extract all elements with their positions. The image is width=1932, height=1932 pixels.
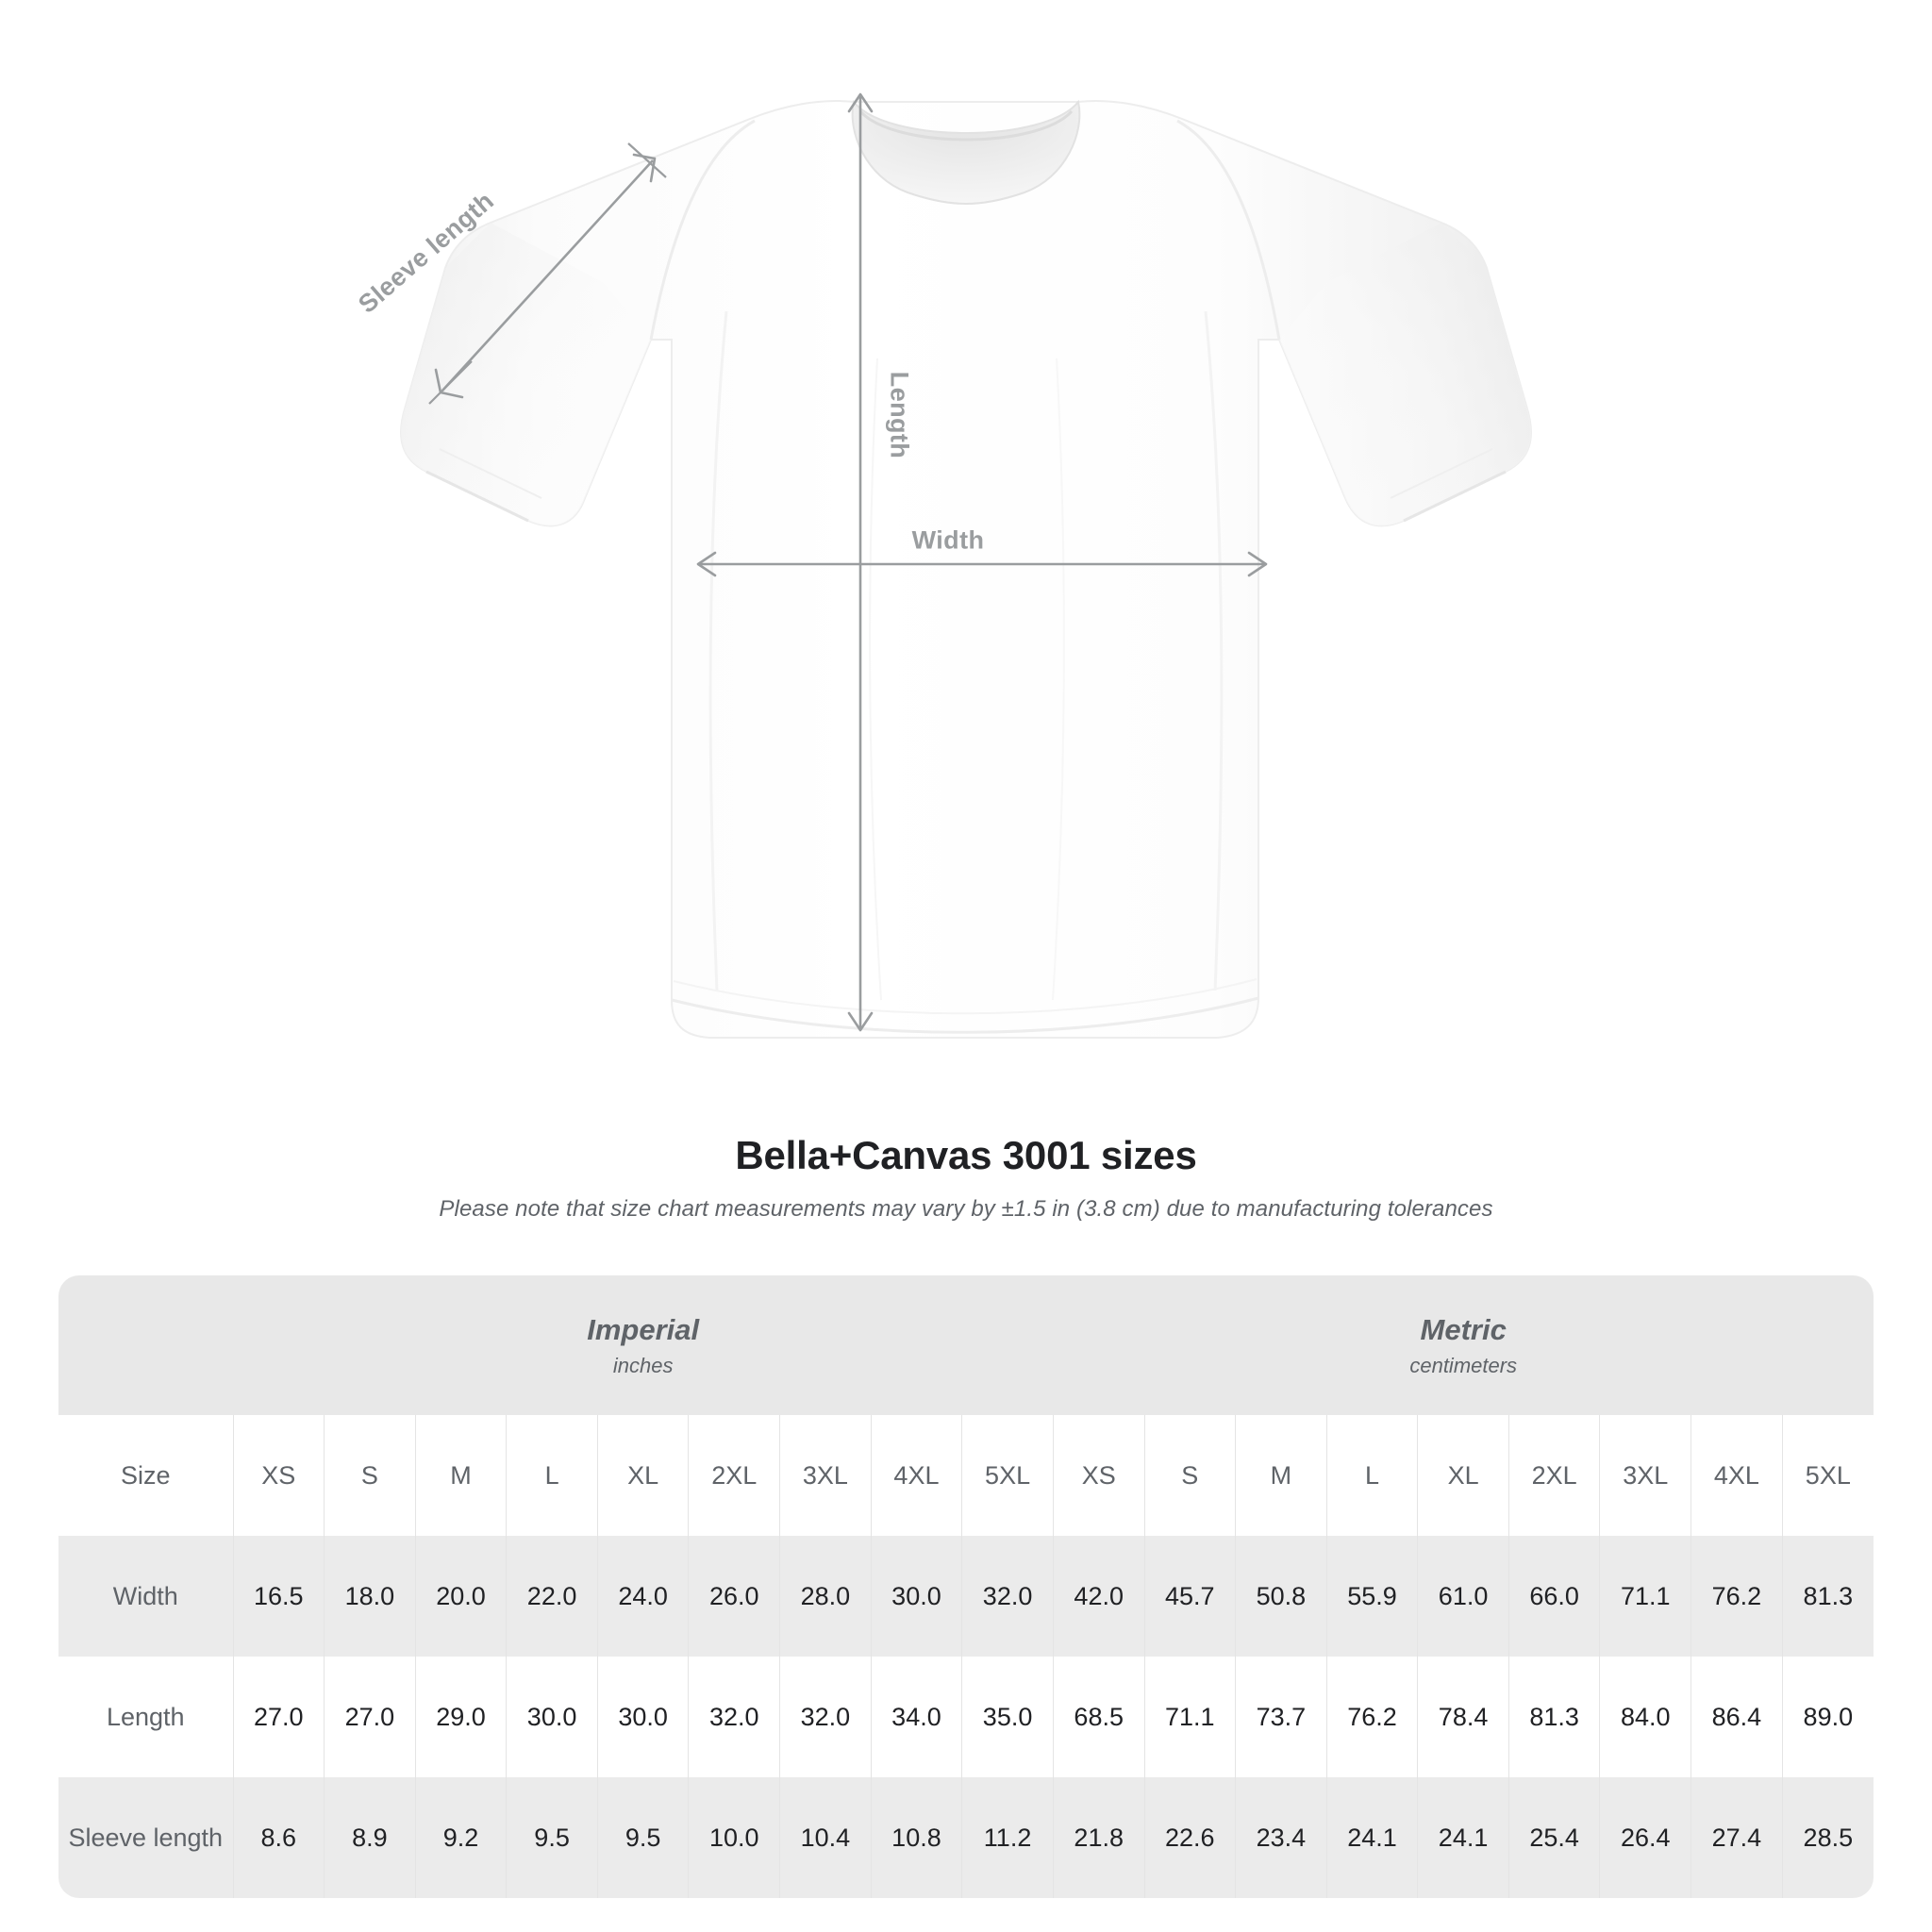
size-header-imperial-2XL: 2XL bbox=[688, 1415, 781, 1536]
size-header-row: Size XS S M L XL 2XL 3XL 4XL 5XL XS S M L XL 2XL 3XL 4XL 5… bbox=[58, 1415, 1874, 1536]
unit-header-imperial: Imperial inches bbox=[233, 1275, 1054, 1415]
tshirt-diagram: Sleeve length Length Width bbox=[353, 92, 1532, 1039]
cell-length-imperial-4XL: 34.0 bbox=[871, 1657, 963, 1777]
cell-width-metric-4XL: 76.2 bbox=[1690, 1536, 1783, 1657]
cell-length-imperial-M: 29.0 bbox=[415, 1657, 508, 1777]
size-header-metric-5XL: 5XL bbox=[1782, 1415, 1874, 1536]
row-label-sleeve-length: Sleeve length bbox=[58, 1777, 234, 1898]
cell-length-metric-M: 73.7 bbox=[1235, 1657, 1327, 1777]
size-header-metric-2XL: 2XL bbox=[1508, 1415, 1601, 1536]
table-row: Length 27.0 27.0 29.0 30.0 30.0 32.0 32.0 34.0 35… bbox=[58, 1657, 1874, 1777]
cell-width-metric-XS: 42.0 bbox=[1052, 1536, 1145, 1657]
unit-row-spacer bbox=[58, 1275, 233, 1415]
size-header-imperial-XS: XS bbox=[233, 1415, 325, 1536]
cell-sleeve-length-imperial-3XL: 10.4 bbox=[779, 1777, 872, 1898]
cell-sleeve-length-imperial-XS: 8.6 bbox=[233, 1777, 325, 1898]
page-title: Bella+Canvas 3001 sizes bbox=[735, 1133, 1197, 1177]
cell-width-metric-3XL: 71.1 bbox=[1599, 1536, 1692, 1657]
cell-sleeve-length-metric-2XL: 25.4 bbox=[1508, 1777, 1601, 1898]
tshirt-illustration bbox=[400, 99, 1532, 1039]
size-table: Imperial inches Metric centimeters Size XS S M L… bbox=[58, 1275, 1874, 1898]
cell-width-imperial-XL: 24.0 bbox=[597, 1536, 690, 1657]
cell-sleeve-length-imperial-XL: 9.5 bbox=[597, 1777, 690, 1898]
cell-length-metric-XS: 68.5 bbox=[1052, 1657, 1145, 1777]
cell-length-imperial-XS: 27.0 bbox=[233, 1657, 325, 1777]
cell-length-metric-XL: 78.4 bbox=[1417, 1657, 1509, 1777]
size-header-metric-XS: XS bbox=[1052, 1415, 1145, 1536]
cell-sleeve-length-metric-XS: 21.8 bbox=[1052, 1777, 1145, 1898]
cell-sleeve-length-imperial-L: 9.5 bbox=[506, 1777, 598, 1898]
cell-length-metric-L: 76.2 bbox=[1326, 1657, 1419, 1777]
table-row: Width 16.5 18.0 20.0 22.0 24.0 26.0 28.0 30.0 32.… bbox=[58, 1536, 1874, 1657]
cell-width-metric-S: 45.7 bbox=[1144, 1536, 1237, 1657]
cell-length-metric-3XL: 84.0 bbox=[1599, 1657, 1692, 1777]
size-header-metric-3XL: 3XL bbox=[1599, 1415, 1692, 1536]
row-label-length: Length bbox=[58, 1657, 234, 1777]
cell-width-metric-2XL: 66.0 bbox=[1508, 1536, 1601, 1657]
unit-name-imperial: Imperial bbox=[587, 1312, 700, 1346]
cell-length-imperial-XL: 30.0 bbox=[597, 1657, 690, 1777]
cell-sleeve-length-metric-S: 22.6 bbox=[1144, 1777, 1237, 1898]
cell-width-imperial-4XL: 30.0 bbox=[871, 1536, 963, 1657]
size-header-imperial-S: S bbox=[324, 1415, 416, 1536]
size-header-imperial-5XL: 5XL bbox=[961, 1415, 1054, 1536]
cell-length-imperial-3XL: 32.0 bbox=[779, 1657, 872, 1777]
unit-header-metric: Metric centimeters bbox=[1053, 1275, 1874, 1415]
cell-sleeve-length-imperial-M: 9.2 bbox=[415, 1777, 508, 1898]
cell-width-metric-M: 50.8 bbox=[1235, 1536, 1327, 1657]
size-header-imperial-XL: XL bbox=[597, 1415, 690, 1536]
size-header-metric-XL: XL bbox=[1417, 1415, 1509, 1536]
cell-sleeve-length-metric-3XL: 26.4 bbox=[1599, 1777, 1692, 1898]
length-label: Length bbox=[885, 371, 914, 459]
cell-length-metric-5XL: 89.0 bbox=[1782, 1657, 1874, 1777]
cell-length-metric-S: 71.1 bbox=[1144, 1657, 1237, 1777]
title-block: Bella+Canvas 3001 sizes Please note that… bbox=[0, 1132, 1932, 1223]
cell-width-imperial-L: 22.0 bbox=[506, 1536, 598, 1657]
cell-length-metric-2XL: 81.3 bbox=[1508, 1657, 1601, 1777]
cell-sleeve-length-metric-5XL: 28.5 bbox=[1782, 1777, 1874, 1898]
cell-width-metric-5XL: 81.3 bbox=[1782, 1536, 1874, 1657]
cell-width-imperial-5XL: 32.0 bbox=[961, 1536, 1054, 1657]
size-header-metric-4XL: 4XL bbox=[1690, 1415, 1783, 1536]
size-header-imperial-3XL: 3XL bbox=[779, 1415, 872, 1536]
cell-width-imperial-3XL: 28.0 bbox=[779, 1536, 872, 1657]
page-subtitle: Please note that size chart measurements… bbox=[439, 1196, 1493, 1223]
cell-sleeve-length-metric-4XL: 27.4 bbox=[1690, 1777, 1783, 1898]
cell-width-imperial-M: 20.0 bbox=[415, 1536, 508, 1657]
cell-length-imperial-2XL: 32.0 bbox=[688, 1657, 781, 1777]
cell-width-metric-L: 55.9 bbox=[1326, 1536, 1419, 1657]
cell-length-imperial-5XL: 35.0 bbox=[961, 1657, 1054, 1777]
row-label-width: Width bbox=[58, 1536, 234, 1657]
cell-width-imperial-S: 18.0 bbox=[324, 1536, 416, 1657]
size-header-metric-L: L bbox=[1326, 1415, 1419, 1536]
cell-sleeve-length-imperial-4XL: 10.8 bbox=[871, 1777, 963, 1898]
cell-sleeve-length-imperial-5XL: 11.2 bbox=[961, 1777, 1054, 1898]
cell-length-imperial-S: 27.0 bbox=[324, 1657, 416, 1777]
unit-sub-imperial: inches bbox=[612, 1354, 674, 1378]
cell-width-metric-XL: 61.0 bbox=[1417, 1536, 1509, 1657]
unit-name-metric: Metric bbox=[1420, 1312, 1507, 1346]
size-header-metric-S: S bbox=[1144, 1415, 1237, 1536]
width-label: Width bbox=[911, 525, 985, 555]
size-column-header: Size bbox=[58, 1415, 234, 1536]
size-header-imperial-4XL: 4XL bbox=[871, 1415, 963, 1536]
cell-sleeve-length-metric-M: 23.4 bbox=[1235, 1777, 1327, 1898]
unit-header-row: Imperial inches Metric centimeters bbox=[58, 1275, 1874, 1415]
table-row: Sleeve length 8.6 8.9 9.2 9.5 9.5 10.0 10.4 10.8… bbox=[58, 1777, 1874, 1898]
cell-sleeve-length-imperial-2XL: 10.0 bbox=[688, 1777, 781, 1898]
cell-width-imperial-2XL: 26.0 bbox=[688, 1536, 781, 1657]
cell-sleeve-length-metric-XL: 24.1 bbox=[1417, 1777, 1509, 1898]
unit-sub-metric: centimeters bbox=[1409, 1354, 1518, 1378]
size-header-imperial-L: L bbox=[506, 1415, 598, 1536]
size-table-container: Imperial inches Metric centimeters Size XS S M L… bbox=[58, 1275, 1874, 1898]
cell-sleeve-length-metric-L: 24.1 bbox=[1326, 1777, 1419, 1898]
cell-length-imperial-L: 30.0 bbox=[506, 1657, 598, 1777]
cell-length-metric-4XL: 86.4 bbox=[1690, 1657, 1783, 1777]
cell-sleeve-length-imperial-S: 8.9 bbox=[324, 1777, 416, 1898]
size-header-metric-M: M bbox=[1235, 1415, 1327, 1536]
cell-width-imperial-XS: 16.5 bbox=[233, 1536, 325, 1657]
size-header-imperial-M: M bbox=[415, 1415, 508, 1536]
